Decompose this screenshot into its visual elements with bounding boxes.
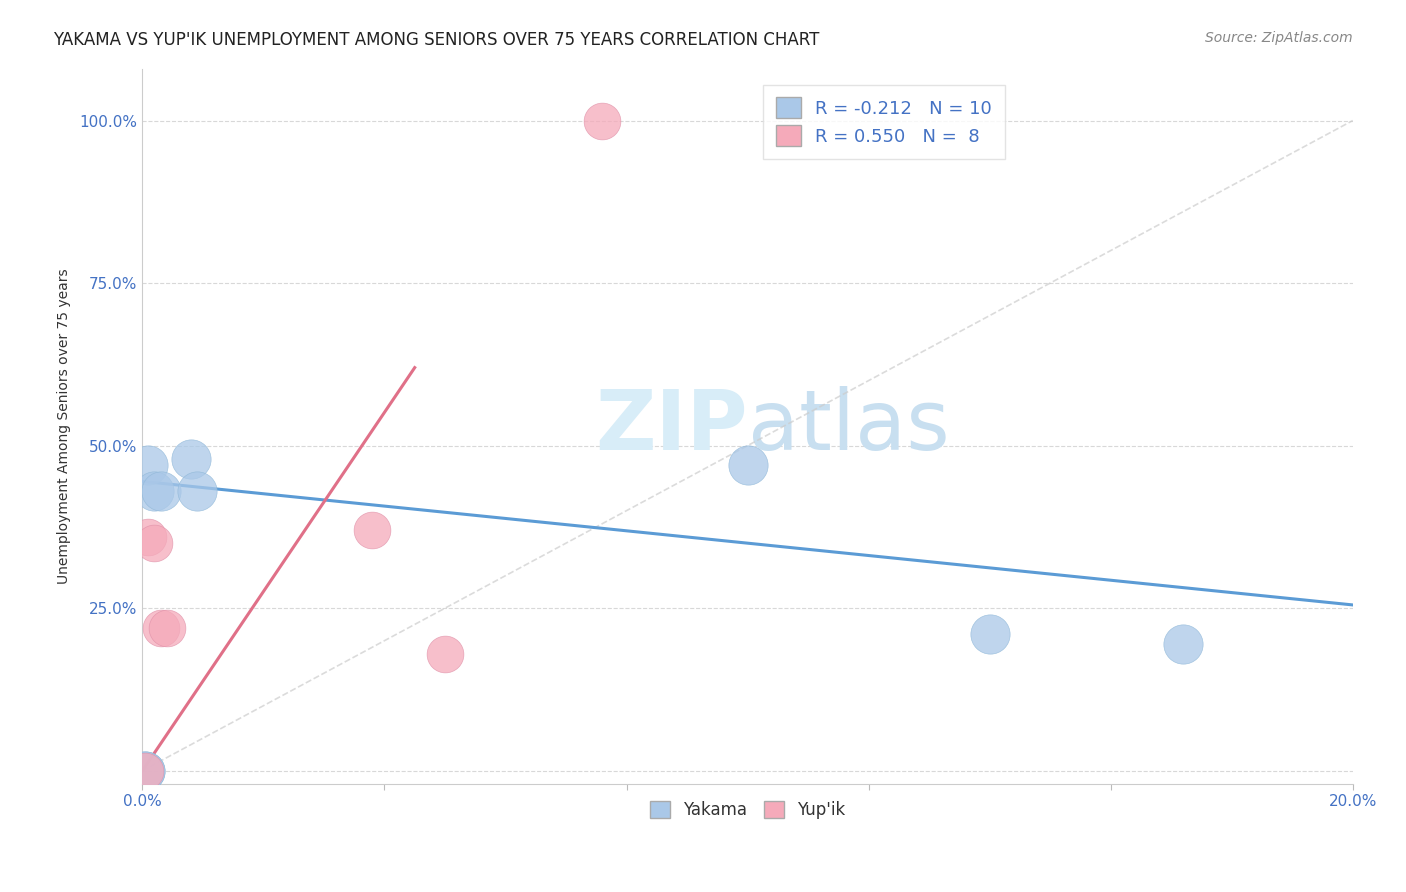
Point <box>143 536 166 550</box>
Point <box>138 530 160 544</box>
Y-axis label: Unemployment Among Seniors over 75 years: Unemployment Among Seniors over 75 years <box>58 268 72 584</box>
Text: Source: ZipAtlas.com: Source: ZipAtlas.com <box>1205 31 1353 45</box>
Point <box>433 647 456 661</box>
Point <box>979 627 1001 641</box>
Text: YAKAMA VS YUP'IK UNEMPLOYMENT AMONG SENIORS OVER 75 YEARS CORRELATION CHART: YAKAMA VS YUP'IK UNEMPLOYMENT AMONG SENI… <box>53 31 820 49</box>
Point <box>138 458 160 472</box>
Point <box>1173 637 1195 651</box>
Text: atlas: atlas <box>748 385 949 467</box>
Point <box>149 484 172 499</box>
Point <box>155 621 177 635</box>
Point <box>591 113 613 128</box>
Legend: Yakama, Yup'ik: Yakama, Yup'ik <box>643 794 852 825</box>
Point <box>134 764 156 778</box>
Text: ZIP: ZIP <box>595 385 748 467</box>
Point <box>134 764 156 778</box>
Point <box>180 451 202 466</box>
Point <box>737 458 759 472</box>
Point <box>134 764 156 778</box>
Point <box>149 621 172 635</box>
Point <box>361 523 384 537</box>
Point <box>186 484 208 499</box>
Point <box>143 484 166 499</box>
